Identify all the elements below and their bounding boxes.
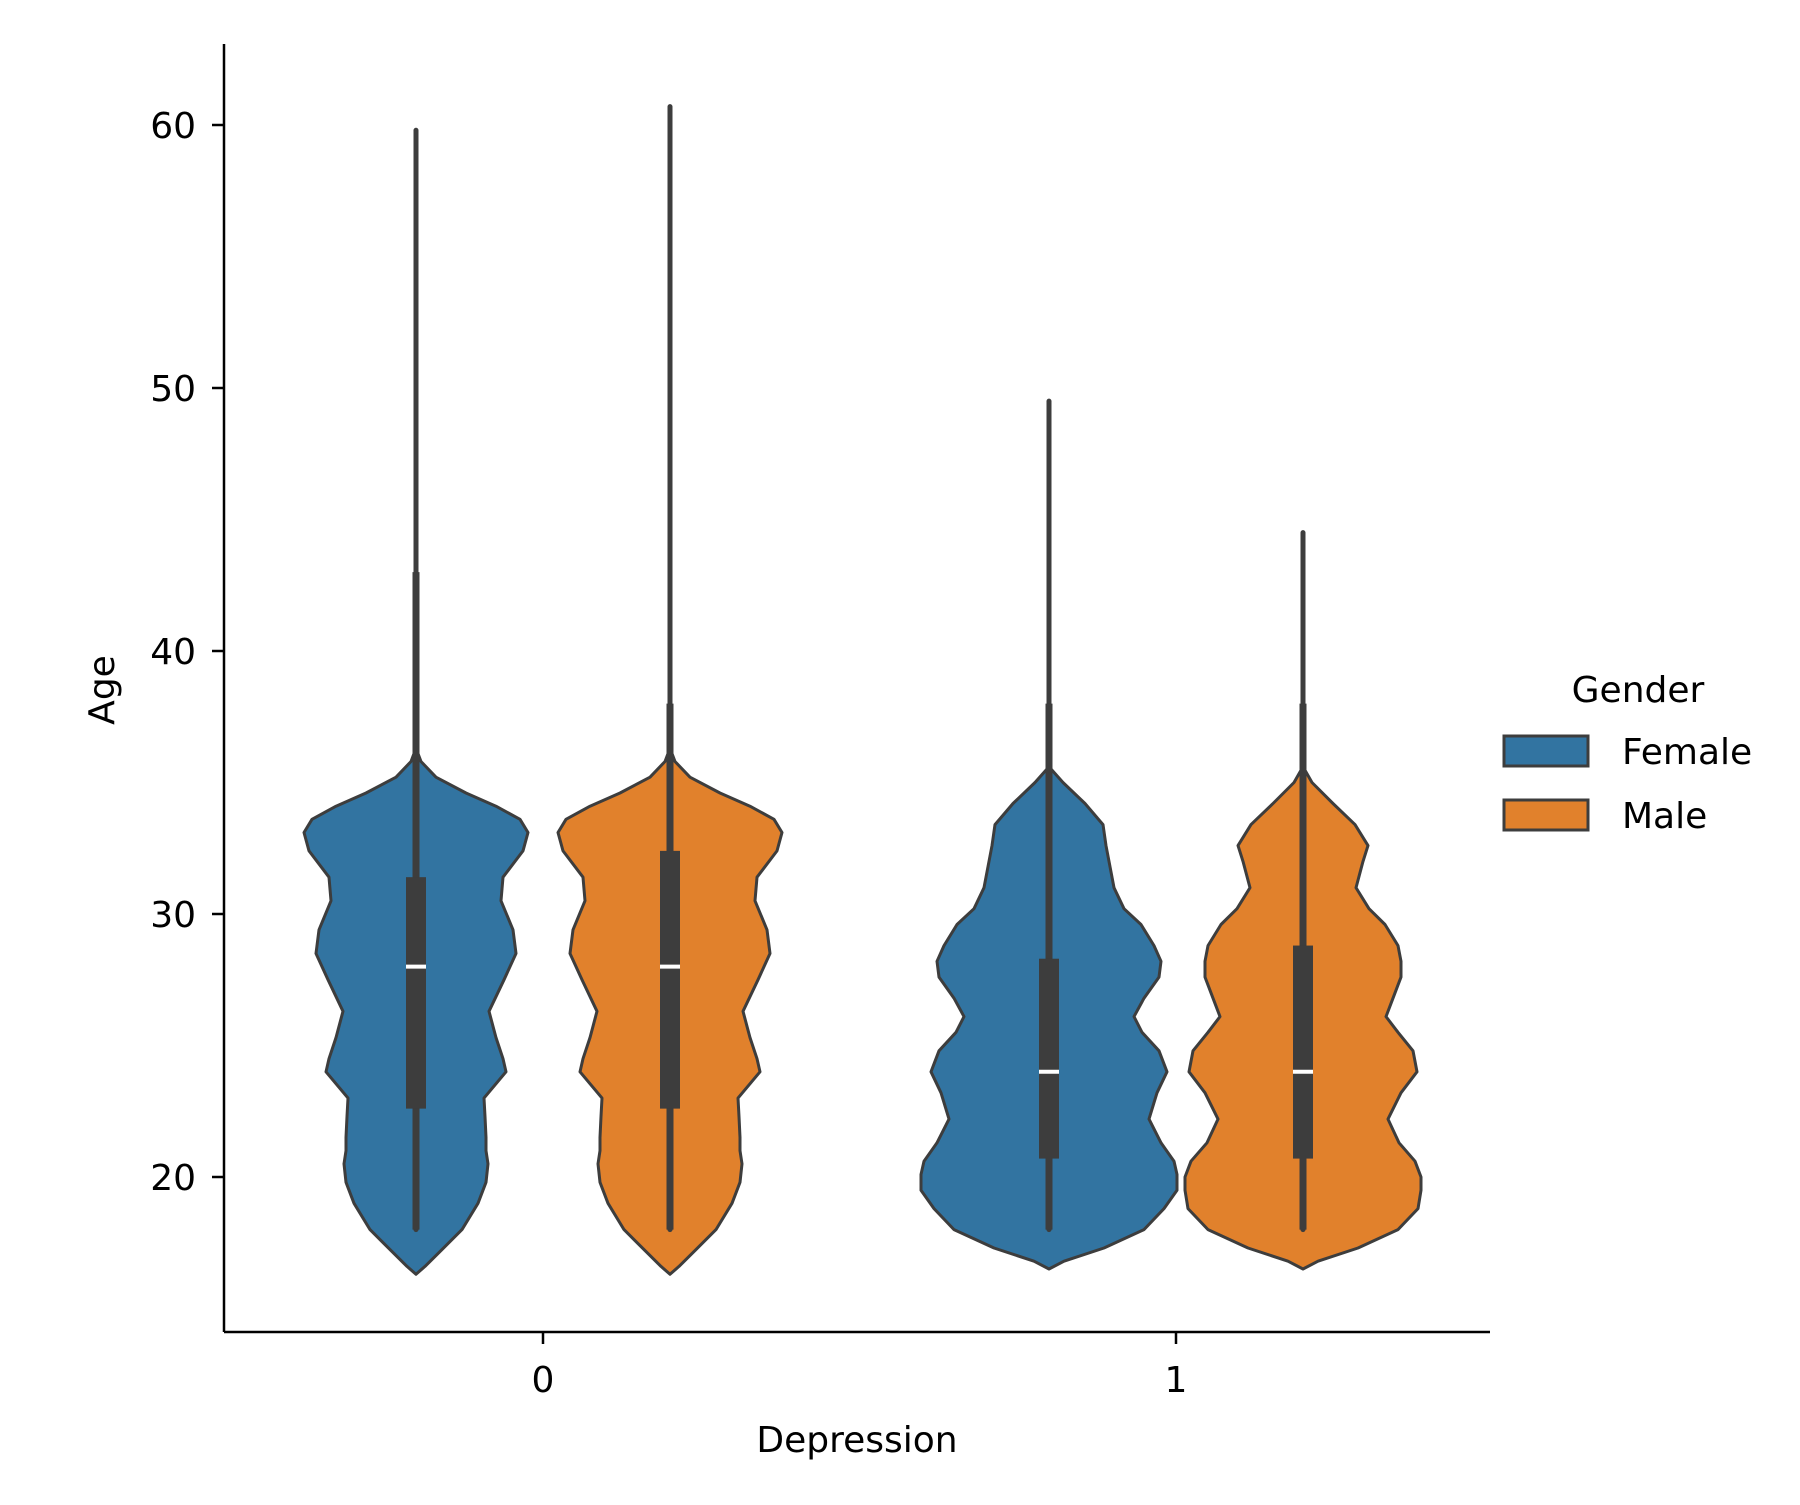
legend-label-female: Female [1622, 732, 1752, 773]
y-tick-label: 20 [150, 1158, 196, 1199]
x-tick-label: 0 [532, 1360, 555, 1401]
y-axis-label: Age [82, 655, 123, 725]
y-tick-label: 50 [150, 369, 196, 410]
x-tick-label: 1 [1165, 1360, 1188, 1401]
legend-title: Gender [1572, 670, 1705, 711]
y-tick-label: 60 [150, 106, 196, 147]
y-tick-label: 40 [150, 632, 196, 673]
x-axis-label: Depression [756, 1420, 957, 1461]
violin-group [302, 104, 1423, 1276]
iqr-box-male-1 [1293, 945, 1313, 1159]
y-tick-label: 30 [150, 895, 196, 936]
legend: Gender Female Male [1502, 670, 1752, 837]
iqr-box-female-0 [406, 877, 426, 1109]
y-ticks: 20 30 40 50 60 [150, 106, 224, 1199]
legend-swatch-male [1502, 798, 1590, 832]
iqr-box-male-0 [660, 850, 680, 1109]
iqr-box-female-1 [1039, 958, 1059, 1159]
legend-swatch-female [1502, 734, 1590, 768]
legend-label-male: Male [1622, 796, 1707, 837]
